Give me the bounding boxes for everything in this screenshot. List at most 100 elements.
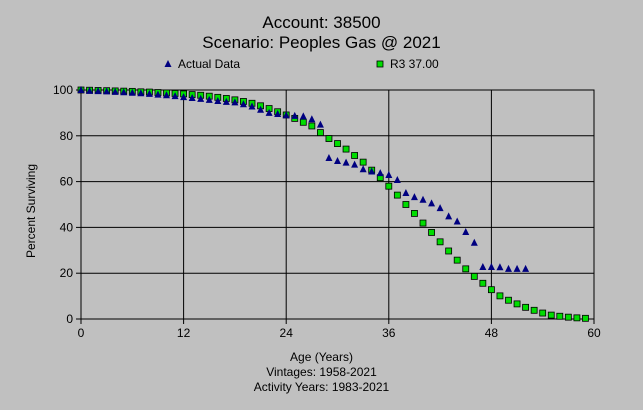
actual-data-point	[470, 238, 478, 246]
r3-curve-point	[522, 303, 529, 311]
actual-data-point	[77, 86, 85, 93]
actual-data-point	[496, 263, 504, 271]
y-tick-label: 20	[60, 266, 74, 280]
actual-data-point	[94, 87, 102, 95]
series-actual-data	[77, 86, 530, 272]
actual-data-point	[402, 189, 410, 197]
actual-data-point	[154, 90, 162, 98]
chart-title: Account: 38500	[262, 13, 381, 32]
legend-label-actual: Actual Data	[178, 57, 241, 71]
r3-curve-point	[419, 219, 427, 227]
r3-curve-point	[505, 296, 512, 304]
r3-curve-point	[582, 314, 589, 322]
actual-data-point	[86, 86, 94, 94]
actual-data-point	[265, 108, 273, 116]
actual-data-point	[291, 111, 299, 119]
y-tick-label: 100	[53, 83, 73, 97]
r3-curve-point	[462, 265, 470, 273]
actual-data-point	[385, 170, 393, 178]
actual-data-point	[282, 111, 290, 119]
actual-data-point	[505, 264, 512, 272]
r3-curve-point	[530, 306, 538, 314]
x-tick-label: 24	[280, 326, 294, 340]
r3-curve-point	[411, 210, 418, 217]
r3-curve-point	[453, 256, 461, 264]
r3-curve-point	[299, 118, 307, 126]
actual-data-point	[334, 156, 341, 164]
actual-data-point	[299, 112, 307, 120]
legend-label-r3: R3 37.00	[390, 57, 439, 71]
actual-data-point	[453, 217, 461, 225]
r3-curve-point	[573, 314, 581, 322]
r3-curve-point	[402, 201, 410, 208]
r3-curve-point	[445, 247, 453, 255]
x-tick-label: 36	[382, 326, 396, 340]
actual-data-point	[308, 115, 316, 123]
actual-data-point	[410, 193, 418, 201]
r3-curve-point	[351, 152, 359, 159]
y-tick-label: 40	[60, 220, 74, 234]
x-tick-label: 0	[78, 326, 85, 340]
actual-data-point	[231, 98, 239, 106]
r3-curve-point	[496, 292, 504, 300]
actual-data-point	[359, 165, 367, 173]
y-tick-label: 60	[60, 175, 74, 189]
r3-curve-point	[487, 286, 495, 294]
r3-curve-point	[316, 129, 324, 136]
actual-data-point	[393, 175, 401, 183]
legend-marker-r3	[376, 60, 384, 68]
activity-years-note: Activity Years: 1983-2021	[253, 380, 390, 394]
actual-data-point	[171, 92, 179, 100]
r3-curve-point	[564, 313, 572, 321]
x-tick-label: 60	[587, 326, 601, 340]
actual-data-point	[145, 89, 153, 97]
actual-data-point	[462, 227, 470, 235]
actual-data-point	[197, 94, 205, 102]
y-tick-label: 0	[66, 312, 73, 326]
r3-curve-point	[334, 140, 341, 147]
y-tick-label: 80	[60, 129, 74, 143]
r3-curve-point	[556, 312, 564, 320]
actual-data-point	[513, 264, 521, 272]
x-tick-label: 48	[485, 326, 499, 340]
actual-data-point	[487, 263, 495, 271]
actual-data-point	[522, 264, 530, 272]
actual-data-point	[316, 120, 324, 128]
r3-curve-point	[342, 145, 350, 153]
r3-curve-point	[428, 229, 435, 236]
r3-curve-point	[436, 238, 444, 246]
actual-data-point	[342, 158, 350, 166]
r3-curve-point	[513, 300, 521, 308]
actual-data-point	[120, 88, 128, 96]
actual-data-point	[428, 199, 436, 207]
actual-data-point	[128, 88, 136, 96]
actual-data-point	[188, 94, 196, 102]
actual-data-point	[137, 89, 145, 97]
actual-data-point	[325, 154, 333, 162]
actual-data-point	[180, 93, 188, 101]
r3-curve-point	[393, 191, 401, 199]
r3-curve-point	[547, 311, 555, 319]
r3-curve-point	[539, 309, 547, 317]
actual-data-point	[222, 97, 230, 105]
plot-area	[80, 89, 595, 320]
actual-data-point	[248, 102, 256, 110]
vintages-note: Vintages: 1958-2021	[266, 365, 377, 379]
actual-data-point	[351, 160, 359, 168]
r3-curve-point	[385, 182, 393, 190]
actual-data-point	[419, 195, 427, 203]
actual-data-point	[214, 96, 222, 104]
actual-data-point	[103, 87, 111, 95]
actual-data-point	[257, 105, 265, 113]
actual-data-point	[239, 100, 247, 108]
x-tick-label: 12	[177, 326, 191, 340]
r3-curve-point	[479, 279, 487, 287]
r3-curve-point	[325, 135, 333, 142]
actual-data-point	[205, 95, 213, 103]
legend-marker-actual	[164, 60, 172, 67]
chart-subtitle: Scenario: Peoples Gas @ 2021	[202, 33, 441, 52]
actual-data-point	[445, 212, 453, 220]
actual-data-point	[274, 110, 282, 118]
actual-data-point	[111, 87, 119, 95]
